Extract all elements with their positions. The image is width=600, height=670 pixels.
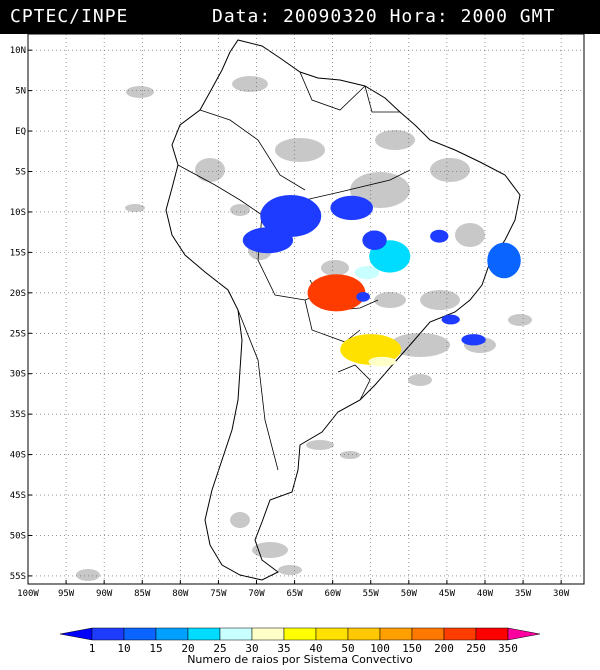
convective-cell (242, 227, 294, 254)
lon-label: 75W (210, 589, 227, 599)
color-scale-label: 10 (117, 642, 130, 655)
color-scale-label: 35 (277, 642, 290, 655)
color-scale-label: 25 (213, 642, 226, 655)
convective-cells (242, 194, 521, 367)
map-header: CPTEC/INPE Data: 20090320 Hora: 2000 GMT (0, 0, 600, 34)
convective-cell (368, 356, 396, 367)
lat-label: 55S (10, 572, 26, 582)
lon-label: 80W (172, 589, 189, 599)
color-scale-label: 150 (402, 642, 422, 655)
color-scale-label: 350 (498, 642, 518, 655)
color-scale-swatch (59, 627, 93, 641)
color-scale: 1 10 15 20 25 30 35 40 50 100 150 200 250 350 Numero … (59, 627, 541, 666)
convective-cell (260, 194, 322, 238)
convective-cell (356, 292, 370, 302)
convective-cell (307, 274, 366, 312)
lat-label: 40S (10, 451, 26, 461)
lon-label: 60W (325, 589, 342, 599)
color-scale-swatch (123, 627, 157, 641)
longitude-labels: 100W 95W 90W 85W 80W 75W 70W 65W 60W 55W 50W 45W 40W… (17, 580, 570, 599)
map-area (28, 34, 584, 584)
lon-label: 50W (401, 589, 418, 599)
lat-label: 10S (10, 208, 26, 218)
color-scale-label: 50 (341, 642, 354, 655)
color-scale-label: 30 (245, 642, 258, 655)
lon-label: 100W (17, 589, 39, 599)
lon-label: 30W (553, 589, 570, 599)
lat-label: 25S (10, 329, 26, 339)
color-scale-swatch (347, 627, 381, 641)
color-scale-swatch (507, 627, 541, 641)
color-scale-label: 200 (434, 642, 454, 655)
lat-label: 5S (15, 168, 26, 178)
convective-cell (362, 230, 387, 250)
lon-label: 95W (58, 589, 75, 599)
map-frame (27, 33, 585, 585)
color-scale-label: 15 (149, 642, 162, 655)
lat-label: 50S (10, 531, 26, 541)
convective-cell (487, 242, 521, 279)
lon-label: 55W (363, 589, 380, 599)
continent-outline (165, 39, 521, 581)
lat-label: 30S (10, 370, 26, 380)
hour-value: 2000 GMT (460, 6, 556, 27)
timestamp: Data: 20090320 Hora: 2000 GMT (212, 6, 555, 27)
lat-label: 45S (10, 491, 26, 501)
lon-label: 90W (96, 589, 113, 599)
date-label: Data: (212, 6, 272, 27)
lon-label: 40W (477, 589, 494, 599)
lon-label: 70W (248, 589, 265, 599)
color-scale-swatch (155, 627, 189, 641)
color-scale-caption: Numero de raios por Sistema Convectivo (187, 653, 413, 666)
lat-label: EQ (15, 127, 26, 137)
lat-label: 15S (10, 248, 26, 258)
lat-label: 20S (10, 289, 26, 299)
cloud-cover (76, 76, 532, 581)
color-scale-swatch (315, 627, 349, 641)
lat-label: 10N (10, 46, 26, 56)
color-scale-swatch (219, 627, 253, 641)
convective-cell (430, 229, 449, 243)
color-scale-bar (59, 627, 541, 641)
lon-label: 45W (439, 589, 456, 599)
color-scale-swatch (379, 627, 413, 641)
lon-label: 35W (515, 589, 532, 599)
graticule (28, 34, 584, 584)
lat-label: 35S (10, 410, 26, 420)
color-scale-label: 1 (89, 642, 96, 655)
color-scale-label: 100 (370, 642, 390, 655)
date-value: 20090320 (283, 6, 378, 27)
color-scale-label: 20 (181, 642, 194, 655)
color-scale-swatch (475, 627, 509, 641)
color-scale-swatch (411, 627, 445, 641)
color-scale-labels: 1 10 15 20 25 30 35 40 50 100 150 200 250 350 (89, 642, 518, 655)
convective-cell (354, 266, 380, 280)
color-scale-swatch (91, 627, 125, 641)
hour-label: Hora: (389, 6, 449, 27)
color-scale-label: 40 (309, 642, 322, 655)
color-scale-swatch (187, 627, 221, 641)
agency-name: CPTEC/INPE (10, 6, 129, 27)
color-scale-swatch (283, 627, 317, 641)
latitude-labels: 10N 5N EQ 5S 10S 15S 20S 25S 30S 35S 40S 45S 50S 55S (10, 46, 32, 582)
lon-label: 65W (286, 589, 303, 599)
color-scale-swatch (443, 627, 477, 641)
color-scale-label: 250 (466, 642, 486, 655)
lat-label: 5N (15, 87, 26, 97)
lon-label: 85W (134, 589, 151, 599)
color-scale-swatch (251, 627, 285, 641)
convective-cell (461, 334, 486, 346)
convective-cell (330, 195, 374, 221)
convective-cell (441, 314, 460, 325)
